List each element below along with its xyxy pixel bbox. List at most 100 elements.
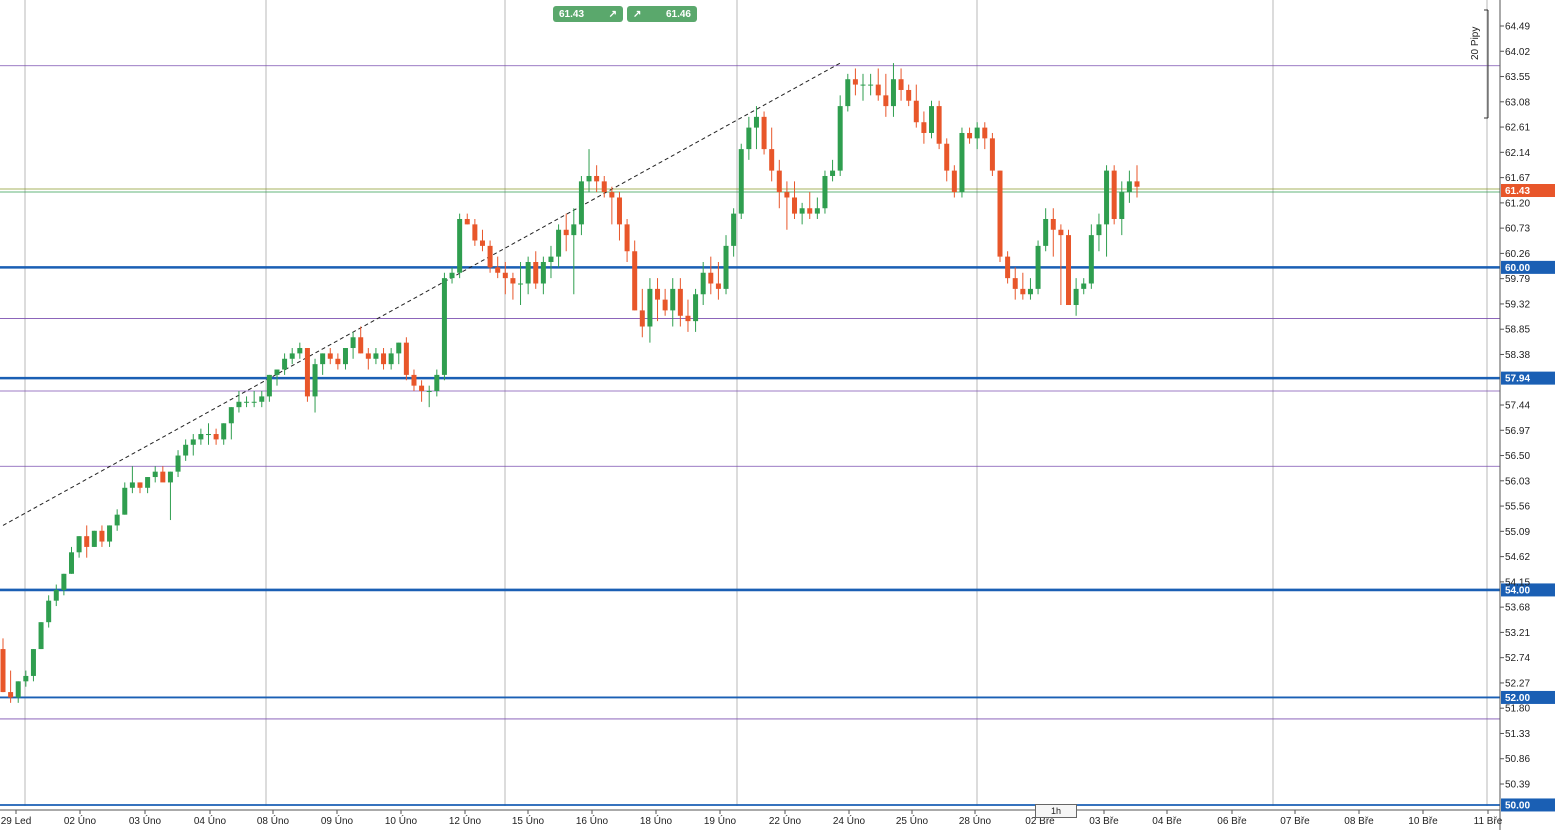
- y-tick-label: 54.15: [1505, 577, 1530, 588]
- candle-body: [548, 256, 554, 263]
- candle-body: [1066, 235, 1072, 306]
- candle-body: [244, 401, 250, 403]
- candle-body: [647, 288, 653, 327]
- sell-button[interactable]: 61.43 ↗: [553, 6, 623, 22]
- candle-body: [342, 348, 348, 365]
- level-tag-label: 50.00: [1505, 800, 1530, 811]
- candle-body: [274, 369, 280, 375]
- candle-body: [479, 240, 485, 246]
- candle-body: [53, 589, 59, 601]
- candle-body: [776, 170, 782, 193]
- candle-body: [419, 385, 425, 392]
- x-tick-label: 19 Úno: [704, 814, 737, 827]
- candle-body: [563, 229, 569, 236]
- candle-body: [457, 218, 463, 273]
- candle-body: [959, 132, 965, 193]
- x-tick-label: 22 Úno: [769, 814, 802, 827]
- candle-body: [571, 224, 577, 236]
- y-tick-label: 58.38: [1505, 350, 1530, 361]
- candle-body: [30, 649, 36, 676]
- candle-body: [997, 170, 1003, 257]
- candle-body: [837, 106, 843, 171]
- candle-body: [8, 692, 14, 698]
- buy-button[interactable]: ↗ 61.46: [627, 6, 697, 22]
- candle-body: [1134, 181, 1140, 187]
- level-tag: [1501, 260, 1555, 274]
- x-tick-label: 03 Úno: [129, 814, 162, 827]
- candle-body: [145, 477, 151, 488]
- candle-body: [0, 649, 6, 693]
- price-levels[interactable]: 60.00 57.94 54.00 52.00 50.00 61.43: [0, 65, 1555, 812]
- candle-body: [1119, 192, 1125, 219]
- candle-body: [982, 127, 988, 139]
- x-tick-label: 10 Bře: [1408, 816, 1438, 827]
- y-tick-label: 59.79: [1505, 274, 1530, 285]
- x-tick-label: 09 Úno: [321, 814, 354, 827]
- candle-body: [753, 116, 759, 128]
- trendline[interactable]: [2, 62, 841, 526]
- candle-body: [403, 342, 409, 375]
- y-tick-label: 55.09: [1505, 527, 1530, 538]
- candle-body: [411, 374, 417, 386]
- candle-body: [472, 224, 478, 241]
- y-tick-label: 60.73: [1505, 224, 1530, 235]
- x-tick-label: 16 Úno: [576, 814, 609, 827]
- arrow-up-right-icon: ↗: [608, 8, 617, 20]
- candle-body: [327, 353, 333, 359]
- candle-body: [601, 181, 607, 193]
- candle-body: [167, 471, 173, 483]
- candle-body: [761, 116, 767, 150]
- y-tick-label: 53.21: [1505, 628, 1530, 639]
- candle-body: [1012, 278, 1018, 289]
- candle-body: [221, 423, 227, 440]
- level-tag-label: 60.00: [1505, 263, 1530, 274]
- x-tick-label: 04 Bře: [1152, 816, 1182, 827]
- y-tick-label: 50.86: [1505, 754, 1530, 765]
- candle-body: [198, 434, 204, 440]
- candle-body: [312, 364, 318, 397]
- candle-body: [1005, 256, 1011, 279]
- candle-body: [518, 283, 524, 285]
- candle-body: [616, 197, 622, 225]
- level-tag: [1501, 371, 1555, 385]
- candle-body: [15, 681, 21, 698]
- y-tick-label: 63.55: [1505, 72, 1530, 83]
- candle-body: [784, 192, 790, 198]
- candle-body: [693, 294, 699, 322]
- x-tick-label: 08 Úno: [257, 814, 290, 827]
- candle-body: [434, 374, 440, 392]
- candle-body: [320, 353, 326, 365]
- pip-ruler-label: 20 Pipy: [1470, 26, 1481, 60]
- candle-body: [137, 482, 143, 488]
- level-tag-label: 54.00: [1505, 585, 1530, 596]
- candle-body: [898, 79, 904, 90]
- candle-body: [594, 175, 600, 182]
- level-tag-label: 57.94: [1505, 374, 1530, 385]
- candle-body: [373, 353, 379, 359]
- candle-body: [266, 374, 272, 397]
- x-tick-label: 02 Bře: [1025, 816, 1055, 827]
- buy-price: 61.46: [665, 8, 691, 20]
- timeframe-selector[interactable]: 1h: [1035, 804, 1077, 818]
- candle-body: [335, 358, 341, 365]
- x-tick-label: 29 Led: [1, 816, 32, 827]
- y-tick-label: 51.33: [1505, 729, 1530, 740]
- candle-body: [967, 132, 973, 139]
- x-tick-label: 08 Bře: [1344, 816, 1374, 827]
- candle-body: [677, 288, 683, 316]
- dashed-trendline[interactable]: [2, 62, 841, 526]
- candle-body: [1058, 229, 1064, 236]
- candle-body: [632, 251, 638, 311]
- candle-body: [23, 675, 29, 682]
- candle-body: [639, 310, 645, 327]
- candle-body: [304, 348, 310, 397]
- candle-body: [769, 149, 775, 171]
- candle-body: [160, 471, 166, 483]
- x-tick-label: 28 Úno: [959, 814, 992, 827]
- candle-body: [46, 600, 52, 623]
- y-tick-label: 52.74: [1505, 653, 1530, 664]
- candle-body: [913, 100, 919, 123]
- candle-body: [388, 353, 394, 365]
